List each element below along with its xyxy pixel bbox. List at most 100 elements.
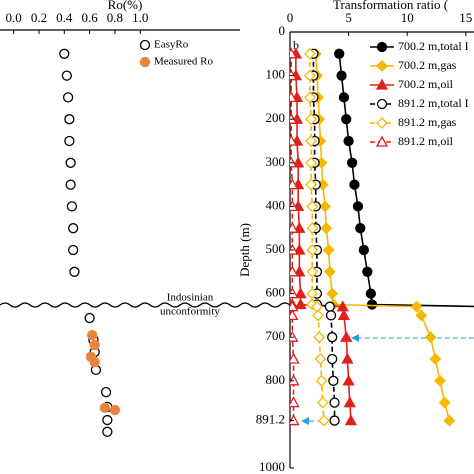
point (329, 397, 340, 408)
point (87, 329, 98, 341)
y-tick-label: 100 (266, 67, 286, 82)
point (375, 78, 389, 90)
panel-label: b (293, 38, 299, 52)
point (65, 157, 76, 168)
y-tick-label: 400 (266, 197, 286, 212)
point (327, 332, 338, 343)
point (438, 396, 451, 409)
point (89, 356, 100, 368)
annotation: unconformity (160, 306, 220, 318)
x-tick-label: 0.8 (107, 10, 123, 25)
point (325, 310, 337, 321)
point (312, 309, 325, 322)
point (290, 178, 299, 190)
point (68, 244, 79, 256)
point (290, 134, 298, 146)
point (340, 330, 353, 342)
point (322, 244, 335, 256)
y-tick-label: 800 (266, 372, 286, 387)
y-tick-label: 300 (266, 154, 286, 169)
point (362, 266, 373, 277)
legend-label: 700.2 m,oil (398, 77, 454, 91)
point (89, 339, 100, 351)
point (306, 244, 319, 256)
point (305, 113, 318, 126)
point (139, 56, 151, 68)
y-label: Depth (m) (237, 223, 252, 277)
series-line (295, 53, 352, 421)
legend-label: 891.2 m,gas (398, 115, 457, 129)
point (99, 402, 110, 413)
point (290, 414, 300, 426)
point (293, 243, 306, 255)
legend-label: EasyRo (154, 39, 189, 51)
point (316, 396, 329, 409)
point (66, 201, 78, 212)
point (376, 60, 388, 72)
point (304, 91, 316, 104)
point (324, 301, 335, 312)
point (290, 309, 299, 321)
point (336, 70, 347, 81)
series-line (309, 53, 325, 421)
point (305, 135, 318, 147)
y-tick-label: 700 (266, 328, 286, 343)
x-tick-label: 1.0 (132, 10, 148, 25)
point (69, 266, 80, 277)
point (424, 331, 437, 344)
point (410, 300, 423, 313)
right-x-label: Transformation ratio ( (333, 0, 448, 12)
point (59, 48, 70, 59)
point (62, 92, 74, 103)
point (313, 331, 326, 344)
point (306, 200, 319, 213)
point (65, 179, 76, 190)
point (342, 374, 355, 386)
legend-label: 891.2 m,total I (398, 96, 469, 110)
point (329, 415, 340, 426)
point (293, 265, 306, 277)
point (323, 265, 336, 278)
point (358, 244, 369, 256)
point (376, 41, 388, 53)
point (314, 353, 327, 365)
point (64, 114, 75, 125)
point (320, 222, 333, 235)
point (346, 157, 358, 168)
point (306, 222, 319, 235)
point (326, 287, 339, 300)
point (375, 135, 389, 147)
point (84, 312, 95, 324)
point (328, 375, 339, 386)
point (102, 426, 113, 437)
point (336, 300, 349, 312)
point (102, 414, 113, 426)
point (443, 414, 456, 427)
point (349, 179, 360, 190)
point (290, 265, 299, 277)
point (355, 223, 366, 234)
point (304, 47, 316, 60)
point (415, 309, 428, 322)
point (293, 221, 306, 233)
point (290, 352, 300, 364)
y-tick-label: 1000 (259, 459, 285, 474)
point (290, 47, 298, 59)
x-tick-label: 0.2 (31, 10, 47, 25)
y-tick-label: 200 (266, 110, 286, 125)
point (366, 299, 378, 310)
point (365, 288, 377, 299)
point (352, 201, 364, 212)
x-tick-label: 0.6 (81, 10, 98, 25)
x-tick-label: 0.4 (56, 10, 73, 25)
point (376, 117, 388, 129)
point (318, 414, 330, 427)
point (315, 374, 328, 387)
overlay: 0.0 0.2 0.4 0.6 0.8 1.0 EasyRo Measured Ro 0 5 10 1… (6, 10, 473, 474)
x-tick-label: 15 (459, 10, 472, 25)
point (343, 396, 356, 408)
point (61, 70, 72, 81)
x-tick-label: 5 (345, 10, 352, 25)
y-tick-label: 600 (266, 285, 286, 300)
